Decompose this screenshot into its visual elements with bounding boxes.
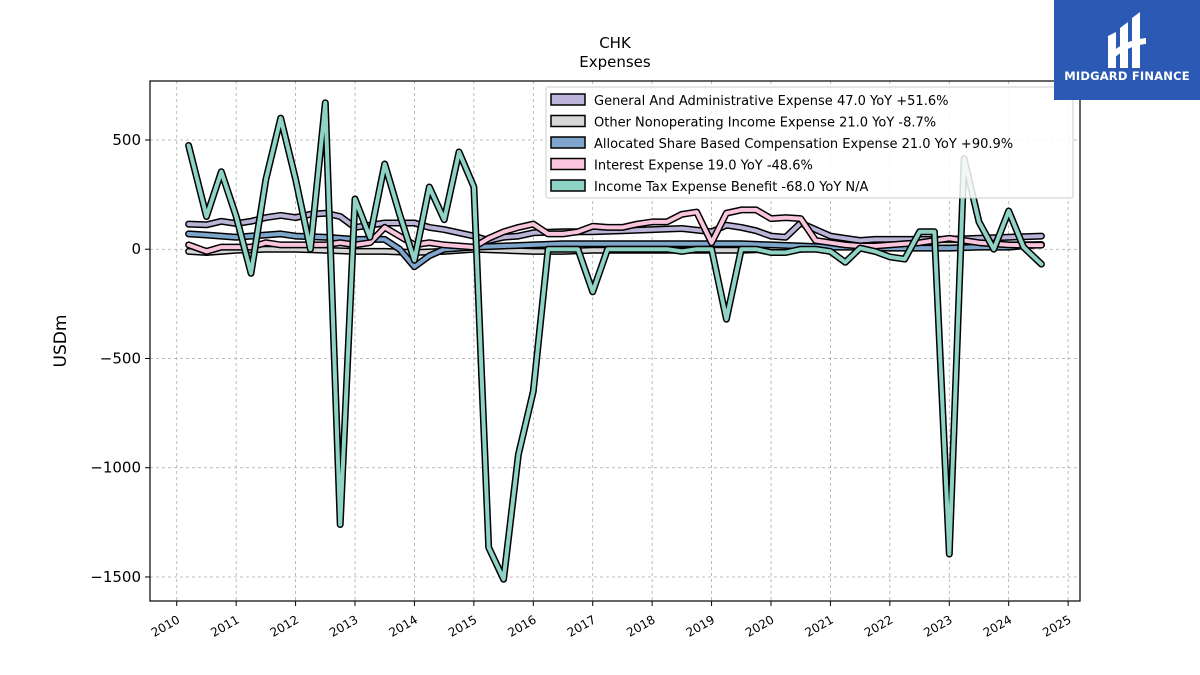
series-interest-expense xyxy=(185,206,1045,255)
legend-swatch xyxy=(550,93,586,106)
x-tick-label: 2015 xyxy=(446,612,479,639)
series-line xyxy=(186,100,1044,582)
x-tick-label: 2013 xyxy=(327,612,360,639)
x-tick-label: 2010 xyxy=(149,612,182,639)
midgard-logo-icon xyxy=(1108,12,1146,68)
chart-subtitle: Expenses xyxy=(579,53,651,71)
legend-swatch xyxy=(550,157,586,171)
x-tick-label: 2016 xyxy=(505,612,538,639)
y-axis-label: USDm xyxy=(51,315,71,368)
y-tick-label: 500 xyxy=(112,131,141,149)
x-tick-label: 2025 xyxy=(1040,612,1073,639)
plot-frame xyxy=(149,80,1081,602)
legend-label: Allocated Share Based Compensation Expen… xyxy=(594,137,1013,152)
x-axis: 2010 2011 2012 2013 2014 2015 2016 2017 2018 2019… xyxy=(149,601,1074,640)
series-line xyxy=(186,207,1044,254)
y-axis: 500 0 −500 −1000 −1500 xyxy=(90,131,150,586)
legend-label: Income Tax Expense Benefit -68.0 YoY N/A xyxy=(594,180,869,195)
legend-swatch xyxy=(550,179,586,192)
legend-item: Other Nonoperating Income Expense 21.0 Y… xyxy=(550,114,936,131)
legend-item: Income Tax Expense Benefit -68.0 YoY N/A xyxy=(550,179,869,195)
brand-logo: MIDGARD FINANCE xyxy=(1054,0,1200,100)
x-tick-label: 2023 xyxy=(921,612,954,639)
x-tick-label: 2017 xyxy=(565,612,598,639)
series-income-tax-expense-benefit xyxy=(185,99,1045,583)
legend-item: Interest Expense 19.0 YoY -48.6% xyxy=(550,157,813,174)
legend-swatch xyxy=(550,136,586,149)
series-layer xyxy=(185,99,1045,583)
legend: General And Administrative Expense 47.0 … xyxy=(545,86,1074,199)
y-tick-label: 0 xyxy=(131,240,141,258)
x-tick-label: 2011 xyxy=(208,612,241,639)
y-tick-label: −1000 xyxy=(90,459,141,477)
x-tick-label: 2014 xyxy=(386,612,419,639)
legend-label: Interest Expense 19.0 YoY -48.6% xyxy=(594,159,813,174)
y-tick-label: −500 xyxy=(100,349,141,367)
legend-box xyxy=(545,86,1074,199)
legend-label: General And Administrative Expense 47.0 … xyxy=(594,94,948,109)
legend-label: Other Nonoperating Income Expense 21.0 Y… xyxy=(594,116,936,131)
x-tick-label: 2021 xyxy=(802,612,835,639)
x-tick-label: 2020 xyxy=(743,612,776,639)
legend-item: Allocated Share Based Compensation Expen… xyxy=(550,136,1013,152)
y-tick-label: −1500 xyxy=(90,568,141,586)
brand-name: MIDGARD FINANCE xyxy=(1064,69,1190,83)
x-tick-label: 2019 xyxy=(684,612,717,639)
x-tick-label: 2012 xyxy=(268,612,301,639)
legend-item: General And Administrative Expense 47.0 … xyxy=(550,93,948,109)
legend-swatch xyxy=(550,114,586,128)
chart-title: CHK xyxy=(599,34,632,52)
x-tick-label: 2024 xyxy=(981,612,1014,639)
x-tick-label: 2022 xyxy=(862,612,895,639)
x-tick-label: 2018 xyxy=(624,612,657,639)
